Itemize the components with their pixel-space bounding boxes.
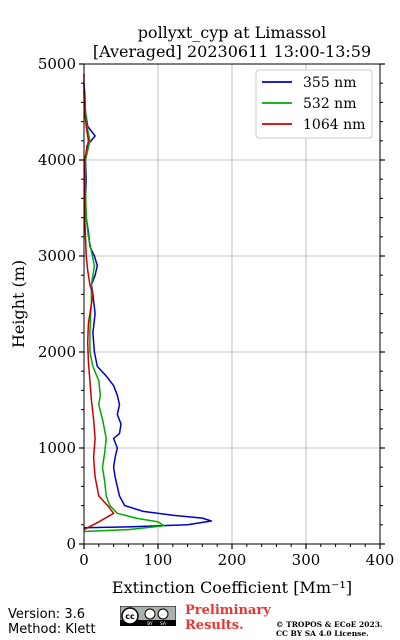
x-tick-label: 400 [366, 551, 395, 569]
legend-label: 532 nm [303, 96, 356, 112]
cc-by-sa-badge-icon: cc BY SA [120, 606, 176, 626]
legend-label: 1064 nm [303, 117, 365, 133]
y-tick-label: 2000 [38, 343, 76, 361]
y-tick-label: 5000 [38, 55, 76, 73]
chart-title-line1: pollyxt_cyp at Limassol [138, 23, 327, 42]
chart-title-line2: [Averaged] 20230611 13:00-13:59 [93, 42, 371, 61]
legend: 355 nm 532 nm 1064 nm [255, 69, 373, 139]
x-tick-label: 100 [144, 551, 173, 569]
x-tick-label: 200 [218, 551, 247, 569]
license-line2: CC BY SA 4.0 License. [276, 629, 369, 638]
y-tick-label: 3000 [38, 247, 76, 265]
extinction-profile-chart: pollyxt_cyp at Limassol [Averaged] 20230… [9, 23, 395, 597]
x-tick-label: 0 [79, 551, 89, 569]
svg-text:cc: cc [125, 612, 135, 621]
series-line-1064-nm [83, 73, 115, 531]
y-axis-label: Height (m) [9, 260, 28, 348]
svg-text:SA: SA [160, 621, 167, 626]
legend-box [255, 69, 373, 139]
version-text: Version: 3.6 [8, 607, 85, 622]
x-axis-label: Extinction Coefficient [Mm⁻¹] [112, 578, 352, 597]
preliminary-line2: Results. [185, 618, 244, 633]
x-tick-label: 300 [292, 551, 321, 569]
series-line-532-nm [83, 92, 165, 533]
preliminary-line1: Preliminary [185, 603, 271, 618]
svg-text:BY: BY [147, 621, 153, 626]
legend-label: 355 nm [303, 75, 356, 91]
series-layer [83, 73, 213, 533]
license-line1: © TROPOS & ECoE 2023. [276, 620, 383, 629]
y-tick-label: 1000 [38, 439, 76, 457]
method-text: Method: Klett [8, 622, 96, 637]
preliminary-results-text: Preliminary Results. [185, 603, 271, 633]
y-tick-label: 0 [66, 535, 76, 553]
license-text: © TROPOS & ECoE 2023. CC BY SA 4.0 Licen… [276, 620, 383, 638]
y-tick-label: 4000 [38, 151, 76, 169]
axis-ticks [79, 63, 385, 549]
